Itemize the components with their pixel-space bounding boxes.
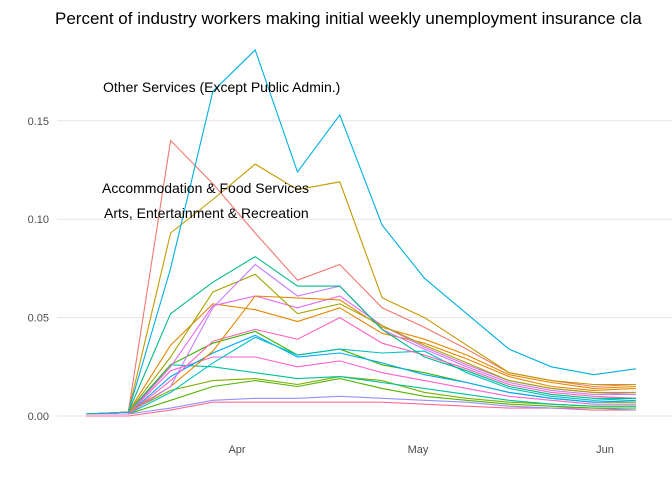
series-line [85,364,636,415]
series-line [85,163,636,415]
x-tick-label: Jun [596,444,614,456]
series-line [85,49,636,415]
y-axis-ticks: 0.00 0.05 0.10 0.15 [28,116,49,423]
y-tick-label: 0.00 [28,411,49,423]
series-line [85,303,636,415]
series-line [86,378,636,415]
annotation-accommodation: Accommodation & Food Services [102,180,309,196]
series-line [86,356,636,415]
y-tick-label: 0.15 [28,116,49,128]
series-line [85,255,636,415]
series-line [86,395,636,415]
x-axis-ticks: Apr May Jun [228,444,613,456]
gridlines [57,120,672,417]
series-line [85,273,636,415]
series-lines [85,49,636,417]
x-tick-label: May [408,444,429,456]
series-line [86,336,636,415]
series-line [85,295,636,415]
series-line [86,316,636,415]
chart-title: Percent of industry workers making initi… [55,9,642,28]
annotations: Other Services (Except Public Admin.) Ac… [102,79,340,221]
y-tick-label: 0.05 [28,313,49,325]
y-tick-label: 0.10 [28,214,49,226]
annotation-other-services: Other Services (Except Public Admin.) [103,79,340,95]
x-tick-label: Apr [228,444,245,456]
annotation-arts: Arts, Entertainment & Recreation [104,205,309,221]
